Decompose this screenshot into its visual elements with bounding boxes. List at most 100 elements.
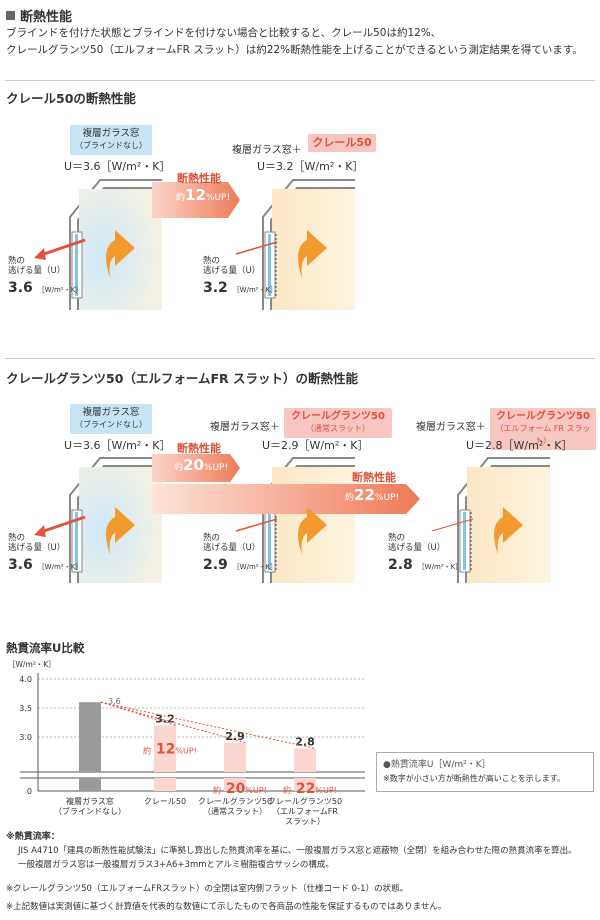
heat-unit: ［W/m²・K］	[37, 563, 83, 571]
comparison-line	[100, 701, 247, 744]
category-label: クレール50	[144, 797, 186, 806]
intro-line-2: クレールグランツ50（エルフォームFR スラット）は約22%断熱性能を上げること…	[6, 44, 583, 56]
intro-line-1: ブラインドを付けた状態とブラインドを付けない場合と比較すると、クレール50は約1…	[6, 27, 442, 39]
pct-suf: %UP!	[203, 463, 229, 473]
tag-label: 複層ガラス窓	[82, 407, 140, 418]
bar	[154, 725, 176, 772]
heat-unit: ［W/m²・K］	[37, 286, 83, 294]
intro-text: ブラインドを付けた状態とブラインドを付けない場合と比較すると、クレール50は約1…	[6, 25, 596, 59]
heat-value: 2.8	[388, 557, 413, 573]
section1-left-u: U＝3.6［W/m²・K］	[64, 160, 171, 173]
section1-arrow-label: 断熱性能	[177, 172, 221, 185]
section1-arrow-pct: 約12%UP!	[176, 186, 230, 204]
divider	[5, 80, 595, 81]
heat-label-1: 熱の	[388, 533, 406, 543]
bar	[294, 778, 316, 791]
comparison-line	[100, 701, 317, 750]
y-tick-label: 3.5	[19, 704, 32, 713]
y-tick-label: 4.0	[19, 675, 32, 684]
bar	[224, 778, 246, 791]
heat-unit: ［W/m²・K］	[417, 563, 463, 571]
bar	[79, 778, 101, 791]
heat-escape-arrow-icon	[431, 507, 523, 555]
category-label: （ブラインドなし）	[54, 806, 126, 816]
heat-escape-arrow-icon	[235, 230, 327, 278]
section2-right-heat-label: 熱の 逃げる量（U）	[388, 533, 445, 553]
section2-left-heat-value: 3.6 ［W/m²・K］	[8, 557, 82, 573]
pct-pre: 約	[174, 463, 184, 473]
section1-right-prefix: 複層ガラス窓＋	[232, 145, 302, 156]
section2-arrow2-label: 断熱性能	[352, 471, 396, 484]
section2-left-heat-label: 熱の 逃げる量（U）	[8, 533, 65, 553]
category-label: スラット）	[285, 817, 325, 826]
heat-label-2: 逃げる量（U）	[203, 543, 261, 553]
data-label: 2.9	[225, 730, 245, 743]
page-title: 断熱性能	[6, 6, 72, 25]
legend-title: ●熱貫流率U［W/m²・K］	[383, 760, 491, 770]
category-label: クレールグランツ50	[268, 796, 342, 806]
y-tick-label: 0	[27, 787, 32, 796]
section2-mid-heat-label: 熱の 逃げる量（U）	[203, 533, 260, 553]
section2-mid-heat-value: 2.9 ［W/m²・K］	[203, 557, 277, 573]
heat-value: 3.6	[8, 280, 33, 296]
data-label: 3.6	[108, 697, 121, 706]
heat-unit: ［W/m²・K］	[232, 563, 278, 571]
data-label: 3.2	[155, 712, 175, 725]
section1-left-tag: 複層ガラス窓 （ブラインドなし）	[70, 125, 152, 155]
heat-label-1: 熱の	[203, 533, 221, 543]
pct-pre: 約	[176, 193, 186, 203]
heat-label-2: 逃げる量（U）	[8, 543, 66, 553]
bar	[79, 702, 101, 772]
section2-left-u: U＝3.6［W/m²・K］	[64, 439, 171, 452]
heat-label-2: 逃げる量（U）	[388, 543, 446, 553]
section1-left-heat-value: 3.6 ［W/m²・K］	[8, 280, 82, 296]
heat-escape-arrow-icon	[34, 507, 135, 555]
tag-sub: （ブラインドなし）	[75, 141, 147, 150]
pct-pre: 約	[345, 493, 355, 503]
page-title-text: 断熱性能	[20, 10, 73, 25]
bar	[224, 742, 246, 772]
bar	[154, 778, 176, 791]
title-square-icon	[6, 11, 15, 20]
tag-label: クレールグランツ50	[291, 411, 385, 422]
pct-suf: %UP!	[205, 193, 231, 203]
heat-value: 2.9	[203, 557, 228, 573]
category-label: 複層ガラス窓	[66, 796, 114, 806]
note1-line1: JIS A4710「建具の断熱性能試験法」に準拠し算出した熱貫流率を基に、一般複…	[18, 846, 577, 856]
improvement-pct-label: 約 20%UP!	[213, 781, 267, 797]
improvement-arrow	[152, 182, 240, 218]
section1-left-heat-label: 熱の 逃げる量（U）	[8, 256, 65, 276]
tag-label: 複層ガラス窓	[82, 128, 140, 139]
category-label: （通常スラット）	[203, 806, 267, 816]
heat-escape-arrow-icon	[34, 230, 135, 278]
note1-line2: 一般複層ガラス窓は一般複層ガラス3+A6+3mmとアルミ樹脂複合サッシの構成。	[18, 860, 334, 870]
section2-arrow2-pct: 約22%UP!	[345, 486, 399, 504]
heat-label-1: 熱の	[203, 256, 221, 266]
tag-label: クレールグランツ50	[496, 411, 590, 422]
section2-mid-u: U＝2.9［W/m²・K］	[262, 439, 369, 452]
notes: ※熱貫流率： JIS A4710「建具の断熱性能試験法」に準拠し算出した熱貫流率…	[6, 830, 598, 914]
heat-label-2: 逃げる量（U）	[8, 266, 66, 276]
heat-label-2: 逃げる量（U）	[203, 266, 261, 276]
section2-right-tag: クレールグランツ50 （エルフォーム FR スラット）	[490, 408, 596, 450]
category-label: クレールグランツ50	[198, 796, 272, 806]
y-axis-unit: ［W/m²・K］	[8, 660, 56, 669]
tag-sub: （通常スラット）	[306, 424, 370, 433]
section2-mid-tag: クレールグランツ50 （通常スラット）	[284, 408, 392, 438]
note3: ※上記数値は実測値に基づく計算値を代表的な数値にて示したもので各商品の性能を保証…	[6, 902, 447, 912]
section2-left-tag: 複層ガラス窓 （ブラインドなし）	[70, 404, 152, 434]
section2-mid-prefix: 複層ガラス窓＋	[210, 422, 280, 433]
heat-label-1: 熱の	[8, 256, 26, 266]
data-label: 2.8	[295, 736, 315, 749]
improvement-pct-label: 約 12%UP!	[143, 741, 197, 757]
chart-legend: ●熱貫流率U［W/m²・K］ ※数字が小さい方が断熱性が高いことを示します。	[376, 752, 594, 792]
improvement-arrow	[152, 454, 240, 482]
heat-value: 3.2	[203, 280, 228, 296]
tag-sub: （エルフォーム FR スラット）	[495, 424, 591, 445]
section2-arrow1-label: 断熱性能	[177, 442, 221, 455]
y-tick-label: 3.0	[19, 733, 32, 742]
section2-right-u: U＝2.8［W/m²・K］	[466, 439, 573, 452]
pct-num: 12	[185, 186, 206, 204]
heat-unit: ［W/m²・K］	[232, 286, 278, 294]
section1-right-u: U＝3.2［W/m²・K］	[257, 160, 364, 173]
